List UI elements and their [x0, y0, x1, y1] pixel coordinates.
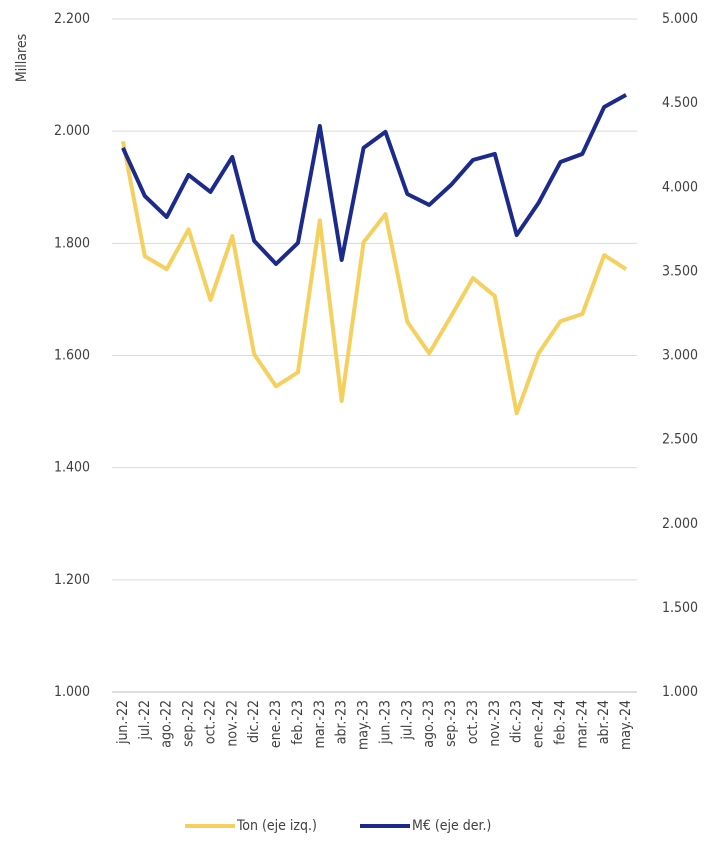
series-line [121, 93, 628, 266]
y2-tick-label: 1.000 [662, 684, 698, 700]
x-tick-label: sep.-23 [443, 700, 459, 747]
y2-tick-label: 3.500 [662, 263, 698, 279]
y-tick-label: 1.800 [54, 235, 90, 251]
x-tick-label: ene.-23 [268, 700, 284, 748]
y2-tick-label: 2.500 [662, 432, 698, 448]
y2-tick-label: 4.000 [662, 179, 698, 195]
series-line [120, 140, 628, 416]
y-tick-label: 2.000 [54, 123, 90, 139]
x-tick-label: ene.-24 [531, 700, 547, 748]
y-tick-label: 1.200 [54, 572, 90, 588]
x-tick-label: ago.-22 [159, 700, 175, 748]
x-tick-label: mar.-23 [312, 700, 328, 748]
x-tick-label: jul.-23 [399, 700, 415, 741]
y2-tick-label: 3.000 [662, 348, 698, 364]
x-tick-label: feb.-24 [552, 700, 568, 745]
x-tick-label: dic.-22 [246, 700, 262, 743]
legend-label: Ton (eje izq.) [236, 818, 317, 834]
y-axis-label: Millares [14, 34, 30, 82]
x-tick-label: sep.-22 [181, 700, 197, 747]
x-tick-label: nov.-22 [224, 700, 240, 747]
y2-tick-label: 2.000 [662, 516, 698, 532]
x-tick-label: abr.-23 [334, 700, 350, 744]
x-tick-label: jul.-22 [137, 700, 153, 741]
y2-tick-label: 5.000 [662, 11, 698, 27]
x-tick-label: oct.-22 [202, 700, 218, 744]
x-tick-label: dic.-23 [509, 700, 525, 743]
x-tick-label: may.-24 [618, 700, 634, 750]
x-tick-label: nov.-23 [487, 700, 503, 747]
x-tick-label: mar.-24 [574, 700, 590, 748]
y2-tick-label: 1.500 [662, 600, 698, 616]
x-tick-label: may.-23 [356, 700, 372, 750]
x-tick-label: oct.-23 [465, 700, 481, 744]
x-tick-label: jun.-23 [377, 700, 393, 745]
y2-tick-label: 4.500 [662, 95, 698, 111]
y-tick-label: 1.000 [54, 684, 90, 700]
y-tick-label: 1.400 [54, 460, 90, 476]
x-tick-label: jun.-22 [115, 700, 131, 745]
legend-label: M€ (eje der.) [412, 818, 491, 834]
x-tick-label: feb.-23 [290, 700, 306, 745]
y-tick-label: 2.200 [54, 11, 90, 27]
x-tick-label: abr.-24 [596, 700, 612, 744]
x-tick-label: ago.-23 [421, 700, 437, 748]
y-tick-label: 1.600 [54, 348, 90, 364]
